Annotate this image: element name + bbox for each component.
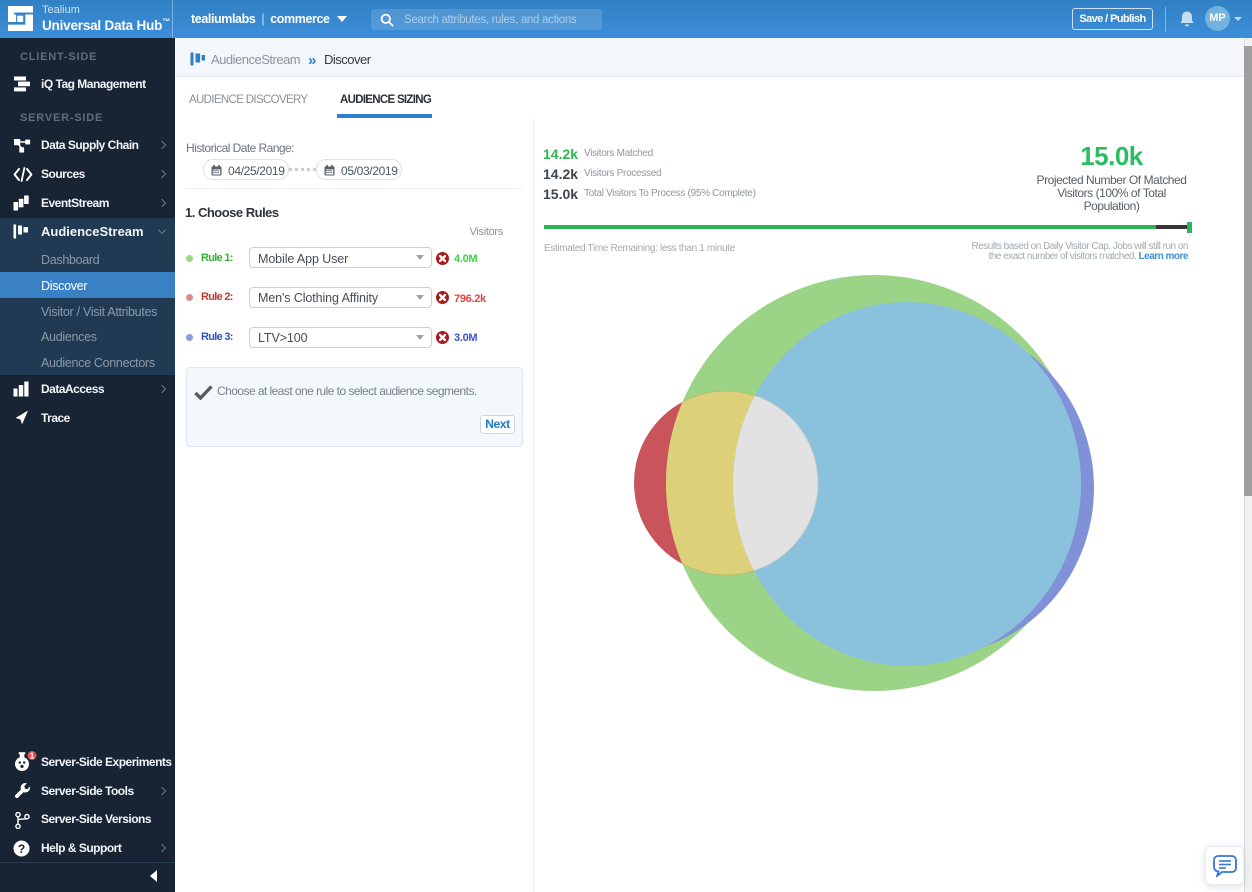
svg-text:1: 1 bbox=[30, 751, 35, 761]
svg-text:?: ? bbox=[18, 842, 25, 856]
